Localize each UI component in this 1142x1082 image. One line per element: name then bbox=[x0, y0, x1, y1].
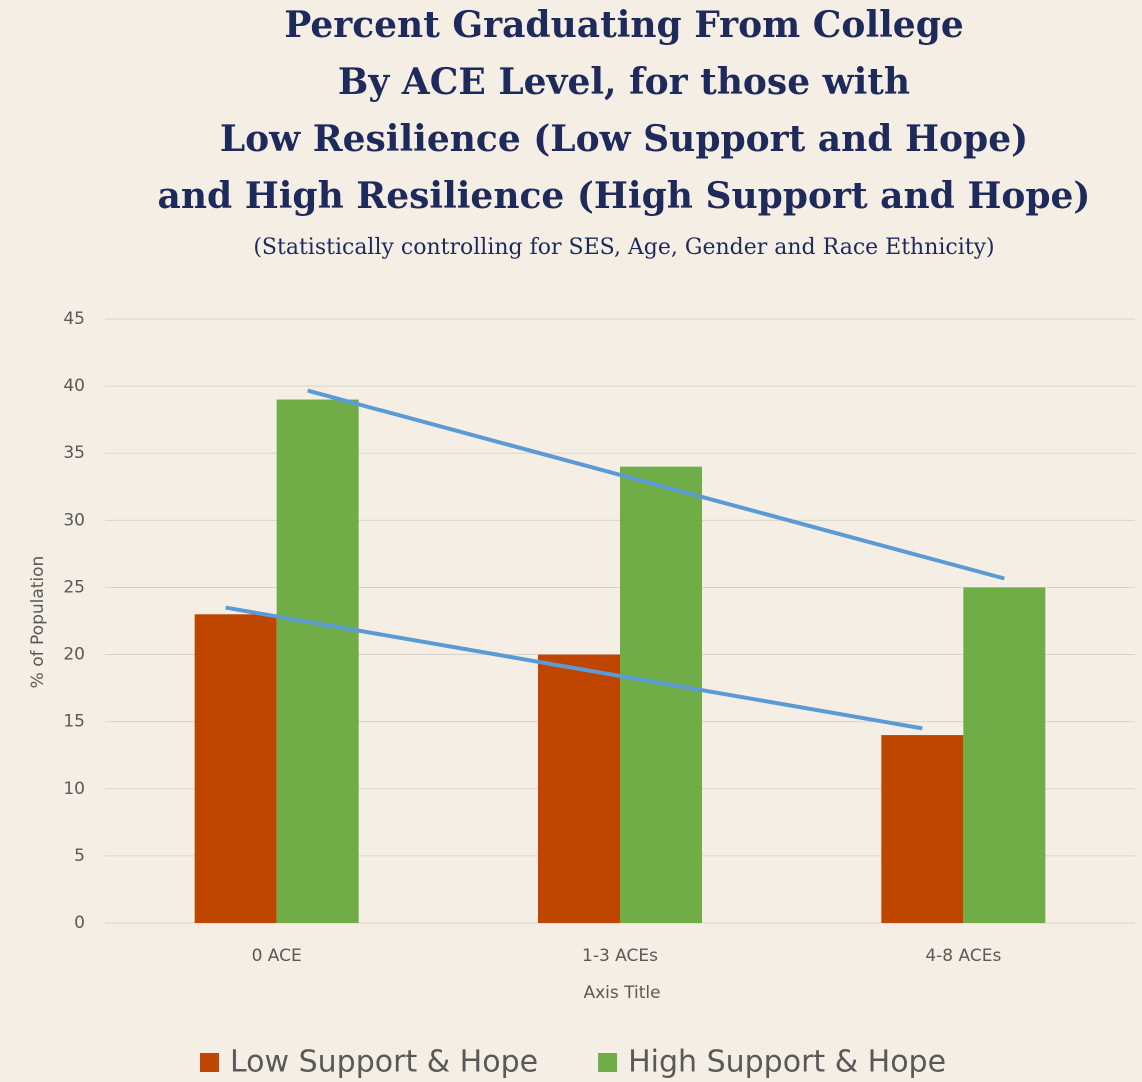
chart-title: By ACE Level, for those with bbox=[338, 61, 910, 103]
x-tick-label: 0 ACE bbox=[252, 946, 302, 966]
bar bbox=[963, 587, 1046, 923]
bar bbox=[194, 614, 277, 923]
y-axis-title: % of Population bbox=[28, 556, 48, 689]
y-tick-label: 10 bbox=[63, 779, 85, 799]
legend-label: Low Support & Hope bbox=[230, 1045, 538, 1080]
chart-title: Percent Graduating From College bbox=[284, 4, 964, 46]
y-tick-label: 30 bbox=[63, 510, 85, 530]
y-tick-label: 35 bbox=[63, 443, 85, 463]
y-tick-label: 20 bbox=[63, 645, 85, 665]
y-tick-label: 40 bbox=[63, 376, 85, 396]
x-tick-label: 4-8 ACEs bbox=[925, 946, 1001, 966]
trendline bbox=[225, 605, 923, 731]
chart-subtitle: (Statistically controlling for SES, Age,… bbox=[253, 235, 994, 260]
x-axis-title: Axis Title bbox=[583, 983, 660, 1003]
y-tick-label: 0 bbox=[74, 913, 85, 933]
y-tick-label: 45 bbox=[63, 309, 85, 329]
y-tick-label: 5 bbox=[74, 846, 85, 866]
bar bbox=[620, 466, 702, 923]
y-tick-label: 25 bbox=[63, 577, 85, 597]
y-tick-label: 15 bbox=[63, 712, 85, 732]
chart-title: Low Resilience (Low Support and Hope) bbox=[220, 118, 1028, 160]
chart-title: and High Resilience (High Support and Ho… bbox=[158, 175, 1091, 217]
legend-label: High Support & Hope bbox=[628, 1045, 946, 1080]
bar bbox=[881, 735, 964, 923]
legend-swatch bbox=[598, 1053, 618, 1072]
legend-swatch bbox=[200, 1053, 219, 1072]
trendline bbox=[307, 388, 1005, 581]
bar bbox=[276, 399, 359, 923]
x-tick-label: 1-3 ACEs bbox=[582, 946, 658, 966]
bar bbox=[538, 654, 620, 923]
